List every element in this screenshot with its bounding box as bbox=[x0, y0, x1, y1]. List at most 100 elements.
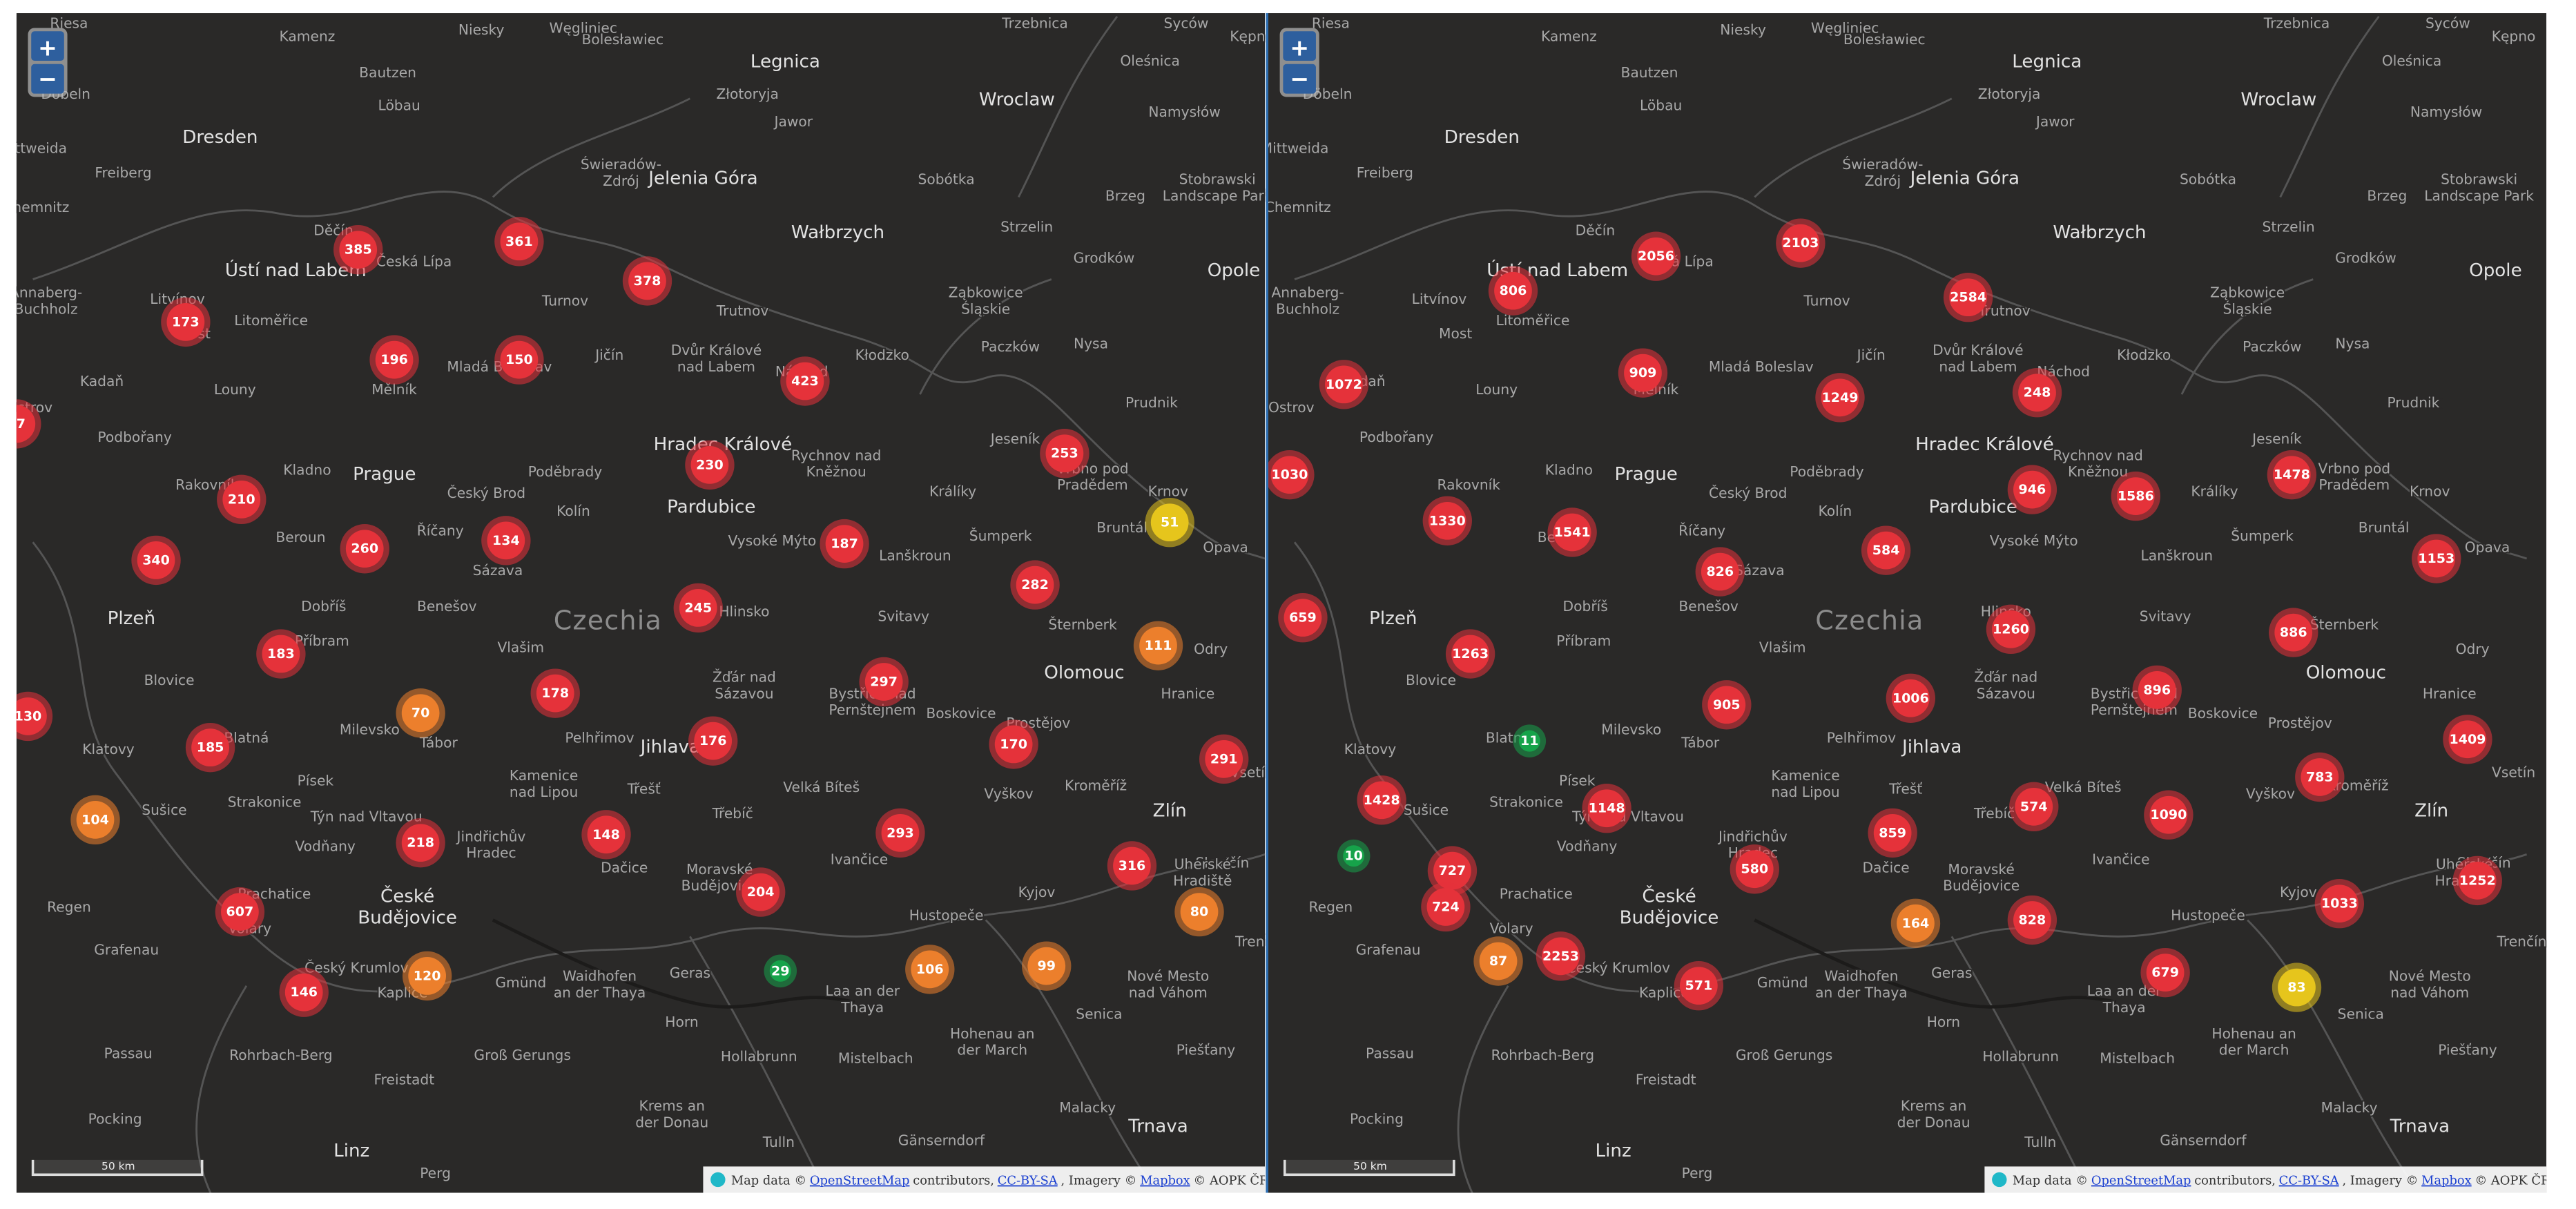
cluster-core[interactable] bbox=[864, 663, 903, 701]
cluster[interactable]: 291 bbox=[1199, 734, 1249, 784]
cluster[interactable]: 187 bbox=[820, 519, 869, 569]
cluster-core[interactable] bbox=[401, 694, 440, 733]
attribution-link[interactable]: OpenStreetMap bbox=[2091, 1174, 2191, 1188]
cluster-core[interactable] bbox=[1479, 942, 1518, 980]
cluster-count[interactable]: 176 bbox=[699, 733, 727, 748]
cluster[interactable]: 146 bbox=[279, 967, 329, 1017]
cluster-core[interactable] bbox=[628, 262, 666, 300]
cluster-count[interactable]: 896 bbox=[2143, 682, 2171, 697]
cluster-core[interactable] bbox=[742, 873, 780, 911]
cluster-count[interactable]: 1249 bbox=[1822, 390, 1859, 405]
cluster-count[interactable]: 2253 bbox=[1542, 949, 1579, 964]
cluster-count[interactable]: 120 bbox=[414, 968, 441, 983]
cluster-core[interactable] bbox=[284, 973, 323, 1012]
cluster-count[interactable]: 1260 bbox=[1993, 621, 2029, 637]
cluster-core[interactable] bbox=[221, 893, 259, 931]
cluster[interactable]: 2103 bbox=[1776, 218, 1826, 268]
cluster-core[interactable] bbox=[2015, 787, 2053, 826]
cluster-core[interactable] bbox=[500, 222, 539, 261]
cluster-count[interactable]: 1033 bbox=[2321, 896, 2358, 911]
cluster-count[interactable]: 580 bbox=[1741, 862, 1768, 877]
cluster-core[interactable] bbox=[1897, 904, 1935, 942]
cluster-core[interactable] bbox=[1867, 531, 1905, 570]
cluster-core[interactable] bbox=[1325, 365, 1363, 404]
cluster-core[interactable] bbox=[1150, 503, 1189, 542]
cluster-count[interactable]: 183 bbox=[267, 646, 295, 661]
cluster[interactable]: 134 bbox=[481, 516, 531, 565]
cluster-count[interactable]: 679 bbox=[2151, 965, 2179, 980]
cluster-core[interactable] bbox=[2301, 758, 2339, 796]
cluster-count[interactable]: 2103 bbox=[1782, 235, 1819, 251]
cluster[interactable]: 130 bbox=[3, 691, 53, 742]
cluster[interactable]: 826 bbox=[1695, 547, 1745, 597]
cluster-count[interactable]: 130 bbox=[14, 708, 42, 724]
cluster-core[interactable] bbox=[587, 815, 626, 854]
cluster-count[interactable]: 340 bbox=[142, 552, 170, 568]
cluster-core[interactable] bbox=[1587, 789, 1626, 828]
cluster[interactable]: 1033 bbox=[2314, 879, 2365, 929]
cluster-core[interactable] bbox=[1553, 513, 1591, 552]
cluster-count[interactable]: 584 bbox=[1872, 543, 1900, 558]
cluster[interactable]: 210 bbox=[217, 474, 267, 525]
zoom-out-label[interactable]: − bbox=[1290, 66, 1309, 93]
cluster-count[interactable]: 1006 bbox=[1892, 690, 1929, 706]
cluster-count[interactable]: 1428 bbox=[1364, 793, 1400, 808]
cluster-core[interactable] bbox=[2278, 968, 2316, 1007]
cluster[interactable]: 111 bbox=[1133, 621, 1183, 670]
attribution-link[interactable]: CC-BY-SA bbox=[2279, 1174, 2340, 1188]
cluster-count[interactable]: 185 bbox=[197, 740, 224, 755]
cluster-core[interactable] bbox=[339, 231, 378, 269]
cluster[interactable]: 1541 bbox=[1547, 507, 1597, 557]
cluster-core[interactable] bbox=[1343, 845, 1365, 867]
cluster-core[interactable] bbox=[2013, 901, 2051, 939]
cluster-count[interactable]: 106 bbox=[916, 962, 944, 977]
cluster-core[interactable] bbox=[1362, 781, 1401, 820]
cluster[interactable]: 204 bbox=[736, 867, 786, 917]
cluster-count[interactable]: 886 bbox=[2280, 625, 2307, 640]
cluster-count[interactable]: 210 bbox=[228, 492, 255, 507]
cluster-count[interactable]: 170 bbox=[1000, 737, 1027, 752]
cluster[interactable]: 2253 bbox=[1536, 931, 1586, 981]
cluster-count[interactable]: 57 bbox=[8, 416, 26, 432]
cluster[interactable]: 1586 bbox=[2111, 471, 2160, 521]
cluster-core[interactable] bbox=[536, 674, 574, 713]
cluster-count[interactable]: 1586 bbox=[2118, 489, 2154, 504]
cluster[interactable]: 1409 bbox=[2443, 715, 2492, 764]
cluster[interactable]: 1148 bbox=[1582, 784, 1631, 833]
cluster[interactable]: 297 bbox=[859, 657, 909, 707]
cluster-core[interactable] bbox=[2274, 613, 2313, 652]
cluster-core[interactable] bbox=[191, 728, 229, 767]
cluster-core[interactable] bbox=[1680, 967, 1718, 1005]
cluster-count[interactable]: 218 bbox=[407, 835, 434, 851]
cluster[interactable]: 176 bbox=[688, 716, 738, 766]
cluster-count[interactable]: 783 bbox=[2306, 769, 2334, 784]
cluster-count[interactable]: 571 bbox=[1685, 978, 1713, 994]
cluster-count[interactable]: 230 bbox=[696, 457, 724, 472]
cluster-core[interactable] bbox=[1494, 271, 1532, 310]
cluster[interactable]: 10 bbox=[1337, 839, 1371, 873]
cluster-core[interactable] bbox=[2013, 470, 2051, 509]
cluster-count[interactable]: 1153 bbox=[2418, 551, 2454, 566]
zoom-in-button[interactable] bbox=[31, 31, 64, 61]
cluster-core[interactable] bbox=[0, 405, 36, 443]
attribution-link[interactable]: CC-BY-SA bbox=[998, 1174, 1058, 1188]
cluster[interactable]: 178 bbox=[530, 668, 580, 718]
cluster-count[interactable]: 11 bbox=[1520, 733, 1538, 748]
cluster-core[interactable] bbox=[2458, 862, 2497, 900]
cluster-core[interactable] bbox=[2138, 671, 2176, 709]
cluster-count[interactable]: 104 bbox=[81, 812, 109, 827]
cluster-core[interactable] bbox=[1873, 814, 1912, 852]
cluster-core[interactable] bbox=[881, 814, 920, 852]
cluster-count[interactable]: 607 bbox=[226, 905, 254, 920]
cluster-core[interactable] bbox=[2320, 884, 2359, 923]
zoom-in-button[interactable] bbox=[1283, 31, 1316, 61]
cluster-core[interactable] bbox=[679, 589, 717, 627]
cluster-core[interactable] bbox=[2018, 374, 2056, 412]
cluster-count[interactable]: 828 bbox=[2019, 913, 2046, 928]
cluster[interactable]: 1153 bbox=[2412, 534, 2461, 583]
cluster[interactable]: 106 bbox=[905, 945, 955, 994]
zoom-in-label[interactable]: + bbox=[1290, 35, 1309, 61]
cluster-core[interactable] bbox=[2272, 456, 2311, 494]
cluster[interactable]: 1030 bbox=[1265, 449, 1315, 500]
cluster-core[interactable] bbox=[994, 725, 1033, 764]
